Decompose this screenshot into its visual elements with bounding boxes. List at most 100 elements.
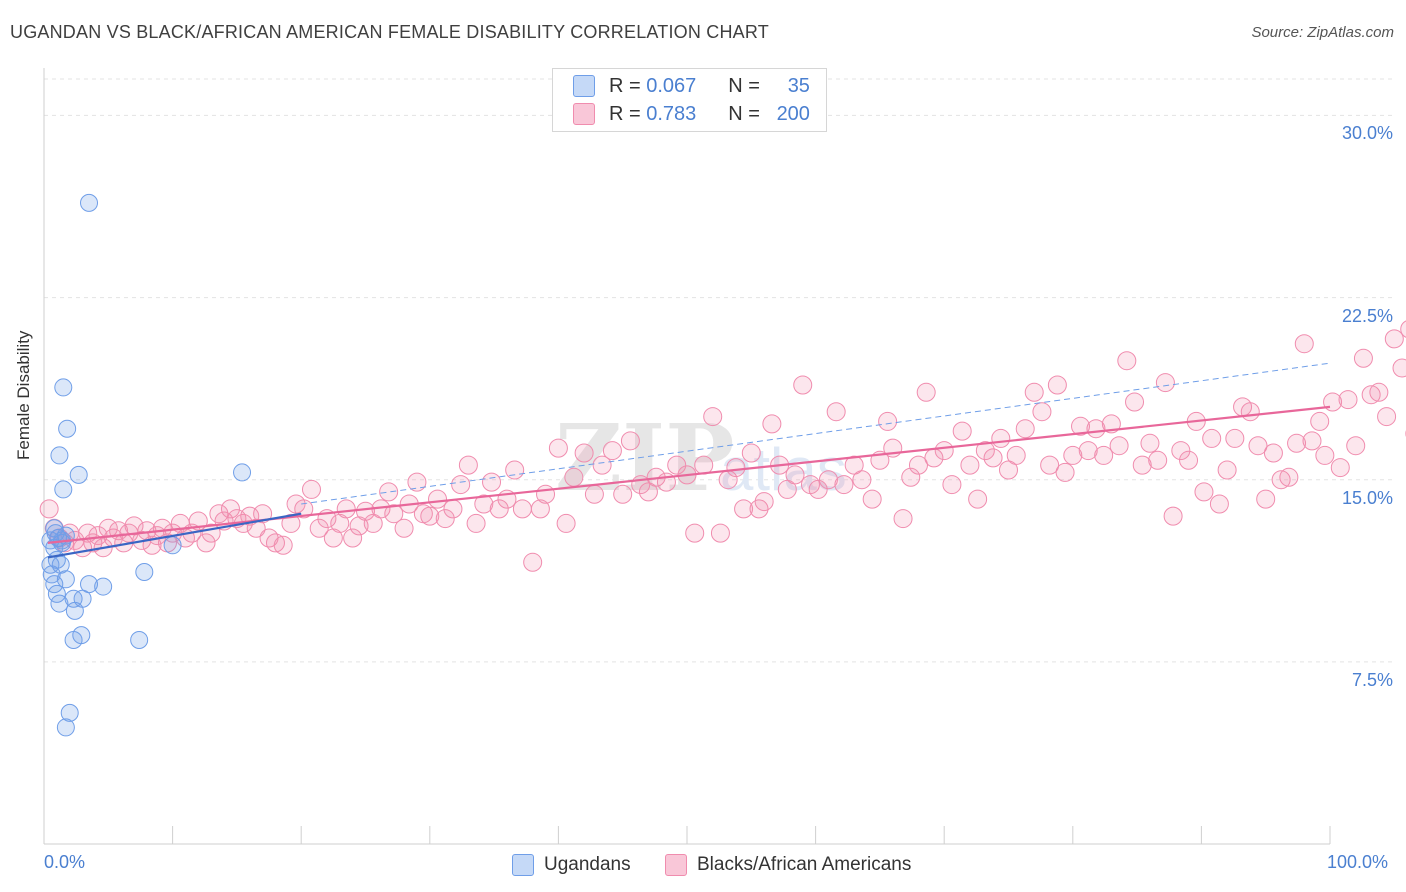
stats-legend: R = 0.067 N = 35 R = 0.783 N = 200 [552, 68, 827, 132]
blacks-point [253, 504, 273, 524]
blacks-point [466, 513, 486, 533]
blacks-point [1125, 392, 1145, 412]
blacks-point [512, 499, 532, 519]
y-tick-label: 22.5% [1341, 305, 1393, 326]
blacks-point [1032, 402, 1052, 422]
blacks-point [1194, 482, 1214, 502]
blacks-point [474, 494, 494, 514]
blacks-point [960, 455, 980, 475]
blacks-point [685, 523, 705, 543]
blacks-point [523, 552, 543, 572]
blacks-point [901, 467, 921, 487]
blacks-point [556, 513, 576, 533]
blacks-point [834, 475, 854, 495]
blacks-point [1384, 329, 1404, 349]
blacks-point [844, 455, 864, 475]
blacks-point [1040, 455, 1060, 475]
blacks-point [379, 482, 399, 502]
blacks-point [1132, 455, 1152, 475]
ugandans-point [80, 575, 99, 594]
ugandans-trend-line [47, 512, 302, 559]
blacks-point [1248, 436, 1268, 456]
blacks-point [1302, 431, 1322, 451]
blacks-point [1006, 445, 1026, 465]
ugandans-point [56, 570, 75, 589]
chart-source: Source: ZipAtlas.com [1251, 24, 1394, 41]
watermark-zip: ZIP [555, 404, 734, 512]
blacks-point [1315, 445, 1335, 465]
blacks-point [407, 472, 427, 492]
blacks-point [574, 443, 594, 463]
blacks-point [1287, 433, 1307, 453]
ugandans-point [56, 718, 75, 737]
blacks-point [893, 509, 913, 529]
blacks-point [703, 407, 723, 427]
blacks-swatch [573, 103, 595, 125]
blacks-point [999, 460, 1018, 480]
blacks-point [777, 479, 797, 499]
blacks-point [852, 470, 872, 490]
ugandans-point [60, 703, 79, 722]
legend-row-blacks: R = 0.783 N = 200 [573, 100, 810, 128]
y-tick-label: 30.0% [1341, 123, 1393, 144]
blacks-point [564, 467, 584, 487]
blacks-point [1140, 433, 1160, 453]
blacks-point [602, 441, 622, 461]
blacks-point [489, 499, 509, 519]
blacks-point [694, 455, 714, 475]
blacks-point [734, 499, 754, 519]
blacks-point [1294, 334, 1314, 354]
blacks-point [428, 489, 448, 509]
blacks-point [1263, 443, 1283, 463]
ugandans-point [80, 193, 99, 212]
blacks-point [878, 411, 898, 431]
blacks-point [1361, 385, 1381, 405]
blacks-point [1225, 428, 1245, 448]
blacks-point [363, 513, 383, 533]
blacks-point [667, 455, 687, 475]
blacks-point [1063, 445, 1083, 465]
blacks-point [592, 455, 612, 475]
legend-r-value-1: 0.067 [646, 74, 697, 97]
blacks-point [1071, 416, 1091, 436]
blacks-point [1155, 373, 1175, 393]
blacks-point [762, 414, 782, 434]
blacks-point [1338, 390, 1358, 410]
blacks-point [968, 489, 988, 509]
blacks-point [451, 475, 471, 495]
blacks-point [991, 428, 1011, 448]
ugandans-point [135, 563, 154, 581]
ugandans-point [50, 594, 69, 613]
blacks-point [862, 489, 882, 509]
legend-item-blacks[interactable]: Blacks/African Americans [665, 852, 911, 878]
blacks-point [916, 382, 936, 402]
blacks-point [620, 431, 640, 451]
blacks-point [1377, 407, 1397, 427]
ugandans-point [233, 463, 252, 482]
blacks-point [301, 479, 321, 499]
legend-n-value-2: 200 [776, 102, 810, 125]
ugandans-point [163, 536, 182, 555]
blacks-point [124, 516, 144, 536]
blacks-point [1024, 382, 1044, 402]
legend-item-ugandans[interactable]: Ugandans [512, 852, 631, 878]
blacks-point [942, 475, 962, 495]
blacks-point [1202, 428, 1222, 448]
blacks-point [1240, 402, 1260, 422]
blacks-point [1346, 436, 1366, 456]
blacks-point [1047, 375, 1067, 395]
blacks-point [1109, 436, 1129, 456]
ugandans-legend-label: Ugandans [544, 854, 631, 875]
blacks-point [754, 492, 774, 512]
blacks-point [394, 518, 414, 538]
ugandans-point [94, 577, 113, 596]
ugandans-point [54, 480, 73, 499]
blacks-point [530, 499, 550, 519]
blacks-point [934, 441, 954, 461]
blacks-legend-swatch [665, 854, 687, 876]
blacks-point [384, 504, 404, 524]
ugandans-legend-swatch [512, 854, 534, 876]
blacks-point [584, 484, 604, 504]
blacks-point [818, 470, 838, 490]
blacks-point [220, 499, 240, 519]
